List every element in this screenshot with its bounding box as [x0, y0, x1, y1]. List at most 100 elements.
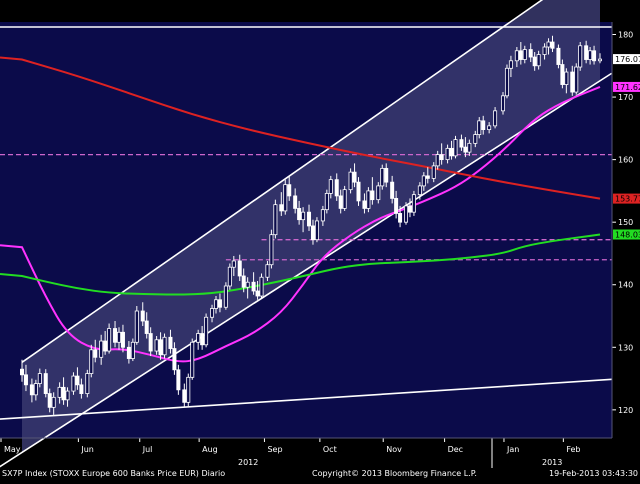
candle — [245, 277, 250, 299]
candle-body-up — [504, 67, 509, 97]
candle — [425, 167, 430, 184]
candle-body-down — [287, 184, 292, 197]
ma_long-badge: 153.77 — [613, 193, 640, 204]
candle-body-down — [75, 375, 80, 386]
candle-body-up — [445, 147, 450, 161]
candle — [293, 188, 298, 214]
candle-body-up — [51, 396, 56, 408]
candle-body-down — [310, 225, 315, 241]
candle — [324, 189, 329, 214]
candle — [168, 329, 173, 354]
y-tick-label: 150 — [618, 218, 633, 227]
candle-body-up — [223, 285, 228, 308]
candle-body-down — [459, 139, 464, 148]
candle — [103, 331, 108, 355]
candle — [421, 172, 426, 191]
candle-body-up — [116, 331, 121, 343]
candle-body-down — [528, 49, 533, 58]
candle — [320, 205, 325, 226]
candle-body-up — [588, 50, 593, 60]
footer-right-text: 19-Feb-2013 03:43:30 — [549, 469, 638, 478]
candle-body-up — [514, 50, 519, 62]
candle — [144, 312, 149, 339]
candle — [352, 163, 357, 188]
candle — [407, 198, 412, 218]
candle-body-up — [107, 328, 112, 352]
candle-body-down — [334, 179, 339, 197]
candle — [362, 193, 367, 214]
candle-body-down — [293, 195, 298, 209]
x-year-label: 2012 — [238, 458, 258, 467]
candle — [259, 273, 264, 299]
candle-body-down — [144, 320, 149, 334]
candle — [107, 323, 112, 354]
candle — [514, 47, 519, 68]
candle-body-down — [251, 281, 256, 292]
candle-body-up — [162, 336, 167, 356]
candle — [231, 255, 236, 276]
candle-body-up — [404, 205, 409, 223]
candle-body-up — [190, 341, 195, 378]
candle-body-up — [33, 383, 38, 396]
candle-body-up — [598, 58, 603, 62]
candles — [19, 35, 603, 415]
candle — [29, 378, 34, 403]
candle-body-down — [362, 200, 367, 209]
candle — [33, 379, 38, 401]
candle-body-down — [439, 154, 444, 161]
candle-body-up — [57, 386, 62, 398]
candle-body-down — [182, 389, 187, 403]
candle-body-up — [546, 41, 551, 48]
candle-body-up — [283, 184, 288, 212]
y-tick-label: 120 — [618, 406, 633, 415]
reference-lines — [0, 26, 613, 420]
candle — [37, 368, 42, 388]
candle — [550, 35, 555, 53]
candle-body-up — [196, 333, 201, 343]
candle — [196, 329, 201, 350]
candle — [459, 134, 464, 151]
candle-body-up — [578, 45, 583, 68]
candle-body-down — [93, 349, 98, 358]
candle — [251, 272, 256, 295]
x-tick-label: Sep — [267, 445, 282, 454]
candle — [390, 175, 395, 204]
candle-body-down — [168, 336, 173, 349]
ma_long-badge-bg — [613, 193, 640, 204]
candle — [47, 388, 52, 413]
candle — [380, 164, 385, 190]
candle — [154, 336, 159, 355]
candle — [592, 45, 597, 65]
x-tick-label: Jan — [506, 445, 519, 454]
candle — [435, 150, 440, 170]
candle-body-up — [328, 179, 333, 194]
candle — [384, 163, 389, 188]
x-axis: May Jun Jul Aug Sep Oct Nov Dec Jan Feb 2012 2013 — [0, 437, 612, 468]
candle — [190, 338, 195, 380]
candle-body-down — [241, 275, 246, 288]
candle-body-down — [481, 120, 486, 130]
candle — [310, 219, 315, 245]
candle — [269, 229, 274, 269]
candle-body-down — [279, 204, 284, 212]
candle-body-down — [200, 333, 205, 346]
candle-body-down — [43, 373, 48, 394]
footer-center-text: Copyright© 2013 Bloomberg Finance L.P. — [312, 469, 477, 478]
candle — [79, 378, 84, 399]
last-price-badge-text: 176.07 — [615, 55, 640, 64]
candle-body-down — [556, 47, 561, 65]
candle-body-up — [213, 299, 218, 309]
ma_short-badge-text: 171.62 — [615, 83, 640, 92]
candle — [404, 202, 409, 225]
candle — [528, 43, 533, 63]
candle-body-down — [217, 299, 222, 308]
candle — [542, 43, 547, 60]
candle — [487, 122, 492, 134]
candle-body-up — [411, 194, 416, 213]
candle-body-up — [99, 340, 104, 358]
candle — [556, 44, 561, 69]
candle-body-down — [338, 195, 343, 209]
candle — [463, 137, 468, 158]
candle — [85, 369, 90, 398]
